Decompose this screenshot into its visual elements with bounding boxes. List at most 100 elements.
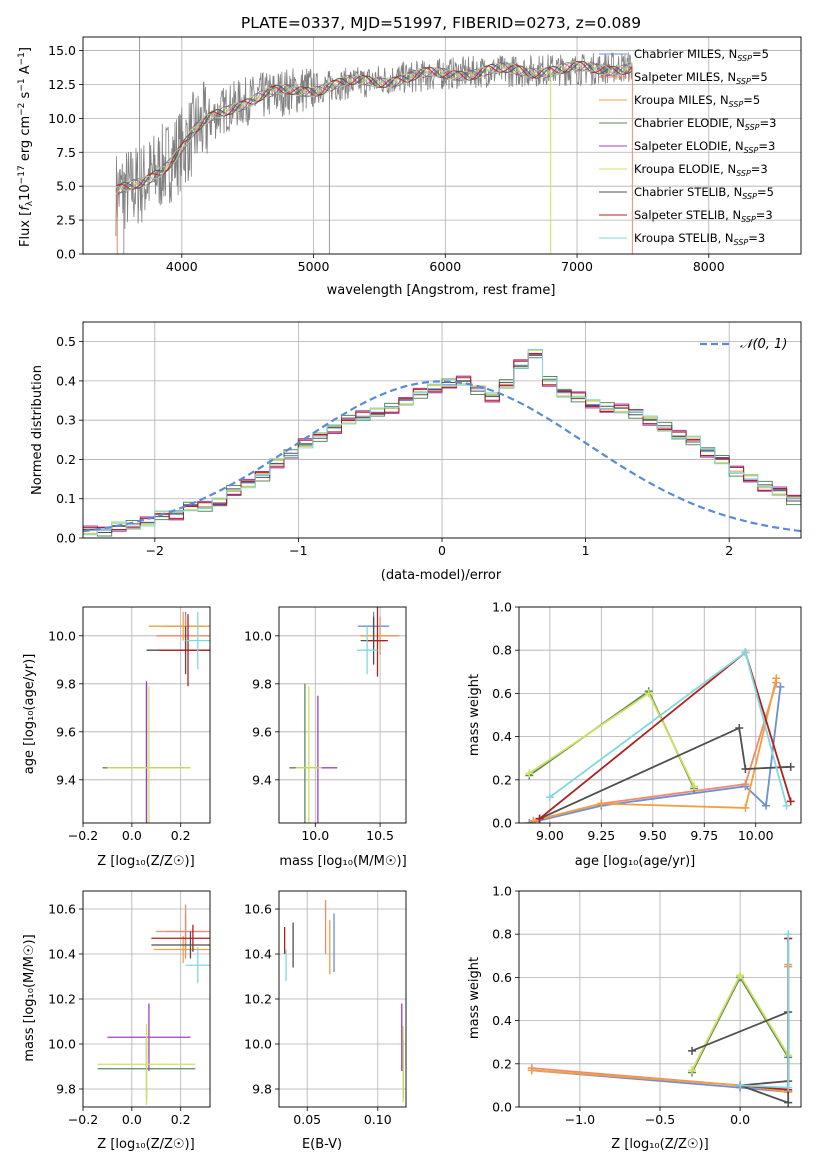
spectrum-tick-label-y: 5.0 <box>56 179 76 194</box>
histogram-y-label: Normed distribution <box>30 365 45 495</box>
residual-histogram-tick-label-y: 0.0 <box>56 531 76 546</box>
z-massweight-tick-label-y: 0.4 <box>492 1013 512 1028</box>
age-massweight-marker <box>776 682 785 691</box>
z-massweight-y-label: mass weight <box>467 957 482 1039</box>
spectrum-frame <box>82 36 802 255</box>
residual-histogram-tick-label-y: 0.4 <box>56 373 76 388</box>
histogram-steps <box>83 348 801 536</box>
z-age-panel: −0.2 0.0 0.2 9.4 9.6 9.8 10.0 <box>48 606 211 843</box>
age-massweight-tick-label-x: 9.50 <box>639 828 667 843</box>
ebv-mass-tick-label-x: 0.10 <box>364 1112 392 1127</box>
age-massweight-frame <box>518 606 802 824</box>
legend-entry: Salpeter ELODIE, NSSP=3 <box>634 139 775 155</box>
z-massweight-marker <box>736 971 745 980</box>
z-mass-tick-label-y: 10.0 <box>48 1037 76 1052</box>
residual-histogram-tick-label-y: 0.2 <box>56 452 76 467</box>
age-massweight-series-line <box>528 692 695 787</box>
histogram-steps <box>83 353 801 532</box>
z-massweight-frame <box>518 890 802 1108</box>
residual-histogram-tick-label-x: 0 <box>438 543 446 558</box>
age-massweight-series-line <box>539 726 791 820</box>
age-massweight-marker <box>597 799 606 808</box>
spectrum-tick-label-y: 12.5 <box>48 77 76 92</box>
z-massweight-marker <box>784 1083 793 1092</box>
spectrum-tick-label-x: 5000 <box>298 259 330 274</box>
z-mass-tick-label-x: −0.2 <box>68 1112 98 1127</box>
age-massweight-x-label: age [log₁₀(age/yr)] <box>575 854 696 869</box>
z-massweight-tick-label-x: −0.5 <box>645 1112 675 1127</box>
ebv-mass-tick-label-y: 10.2 <box>244 992 272 1007</box>
mass-age-tick-label-y: 9.4 <box>252 772 272 787</box>
age-massweight-panel: 9.00 9.25 9.50 9.75 10.00 0.0 0.2 0.4 0.6 0.8 1.0 <box>492 600 802 843</box>
z-massweight-marker <box>736 1081 745 1090</box>
histogram-x-label: (data-model)/error <box>381 568 502 583</box>
z-mass-tick-label-y: 10.2 <box>48 992 76 1007</box>
age-massweight-marker <box>735 723 744 732</box>
age-massweight-marker <box>689 782 698 791</box>
z-age-tick-label-x: −0.2 <box>68 828 98 843</box>
z-mass-marks <box>97 904 210 1105</box>
ebv-mass-marks <box>283 900 404 1103</box>
mass-age-tick-label-x: 10.5 <box>366 828 394 843</box>
age-massweight-marker <box>545 793 554 802</box>
z-massweight-marker <box>527 1066 536 1075</box>
histogram-legend-label: 𝒩(0, 1) <box>740 337 787 352</box>
mass-age-frame <box>278 606 407 824</box>
spectrum-tick-label-y: 0.0 <box>56 247 76 262</box>
ebv-mass-tick-label-y: 9.8 <box>252 1082 272 1097</box>
z-age-tick-label-y: 9.4 <box>56 772 76 787</box>
age-massweight-tick-label-x: 10.00 <box>738 828 774 843</box>
residual-histogram-tick-label-x: 2 <box>725 543 733 558</box>
z-massweight-tick-label-y: 0.2 <box>492 1056 512 1071</box>
ebv-mass-grid: 0.05 0.10 9.8 10.0 10.2 10.4 10.6 <box>244 891 406 1127</box>
legend-entry: Kroupa ELODIE, NSSP=3 <box>634 162 768 178</box>
age-massweight-marker <box>782 801 791 810</box>
residual-histogram-tick-label-x: −1 <box>289 543 307 558</box>
spectrum-x-label: wavelength [Angstrom, rest frame] <box>327 283 556 298</box>
spectrum-tick-label-y: 10.0 <box>48 111 76 126</box>
spectrum-legend: Chabrier MILES, NSSP=5 Salpeter MILES, NS… <box>599 47 776 247</box>
residual-histogram-marks <box>83 348 801 537</box>
legend-entry: Kroupa STELIB, NSSP=3 <box>634 231 765 247</box>
z-age-tick-label-y: 10.0 <box>48 628 76 643</box>
mass-age-panel: 10.0 10.5 9.4 9.6 9.8 10.0 <box>244 606 407 843</box>
z-age-tick-label-x: 0.0 <box>122 828 142 843</box>
z-massweight-tick-label-x: −1.0 <box>565 1112 595 1127</box>
z-mass-panel: −0.2 0.0 0.2 9.8 10.0 10.2 10.4 10.6 <box>48 890 211 1127</box>
ebv-mass-tick-label-y: 10.6 <box>244 902 272 917</box>
age-massweight-tick-label-x: 9.75 <box>690 828 718 843</box>
ebv-mass-x-label: E(B-V) <box>302 1137 342 1152</box>
z-age-y-label: age [log₁₀(age/yr)] <box>22 654 37 775</box>
legend-entry: Chabrier STELIB, NSSP=5 <box>634 185 774 201</box>
age-massweight-marker <box>525 769 534 778</box>
age-massweight-marker <box>644 689 653 698</box>
z-mass-y-label: mass [log₁₀(M/M☉)] <box>22 934 37 1061</box>
z-age-x-label: Z [log₁₀(Z/Z☉)] <box>97 854 194 869</box>
ebv-mass-panel: 0.05 0.10 9.8 10.0 10.2 10.4 10.6 <box>244 890 407 1127</box>
legend-entry: Salpeter STELIB, NSSP=3 <box>634 208 773 224</box>
age-massweight-tick-label-y: 0.8 <box>492 643 512 658</box>
ebv-mass-frame <box>278 890 407 1108</box>
z-mass-tick-label-y: 10.6 <box>48 902 76 917</box>
z-mass-frame <box>82 890 211 1108</box>
age-massweight-grid: 9.00 9.25 9.50 9.75 10.00 0.0 0.2 0.4 0.6 0.8 1.0 <box>492 600 801 843</box>
age-massweight-marker <box>525 819 534 823</box>
z-age-frame <box>82 606 211 824</box>
z-mass-tick-label-x: 0.2 <box>171 1112 191 1127</box>
residual-histogram-tick-label-x: −2 <box>146 543 164 558</box>
ebv-mass-tick-label-y: 10.0 <box>244 1037 272 1052</box>
age-massweight-tick-label-y: 0.4 <box>492 729 512 744</box>
spectrum-grid: 4000 5000 6000 7000 8000 0.0 2.5 5.0 7.5 10.0 12.5… <box>48 37 801 274</box>
legend-entry: Salpeter MILES, NSSP=5 <box>634 70 768 86</box>
age-massweight-tick-label-x: 9.00 <box>536 828 564 843</box>
z-massweight-panel: −1.0 −0.5 0.0 0.0 0.2 0.4 0.6 0.8 1.0 <box>492 884 802 1127</box>
age-massweight-marker <box>535 814 544 823</box>
residual-histogram-tick-label-y: 0.1 <box>56 491 76 506</box>
age-massweight-marker <box>529 816 538 823</box>
legend-entry: Kroupa MILES, NSSP=5 <box>634 93 760 109</box>
spectrum-tick-label-x: 6000 <box>429 259 461 274</box>
z-mass-tick-label-y: 9.8 <box>56 1082 76 1097</box>
z-age-tick-label-x: 0.2 <box>171 828 191 843</box>
spectrum-tick-label-y: 7.5 <box>56 145 76 160</box>
